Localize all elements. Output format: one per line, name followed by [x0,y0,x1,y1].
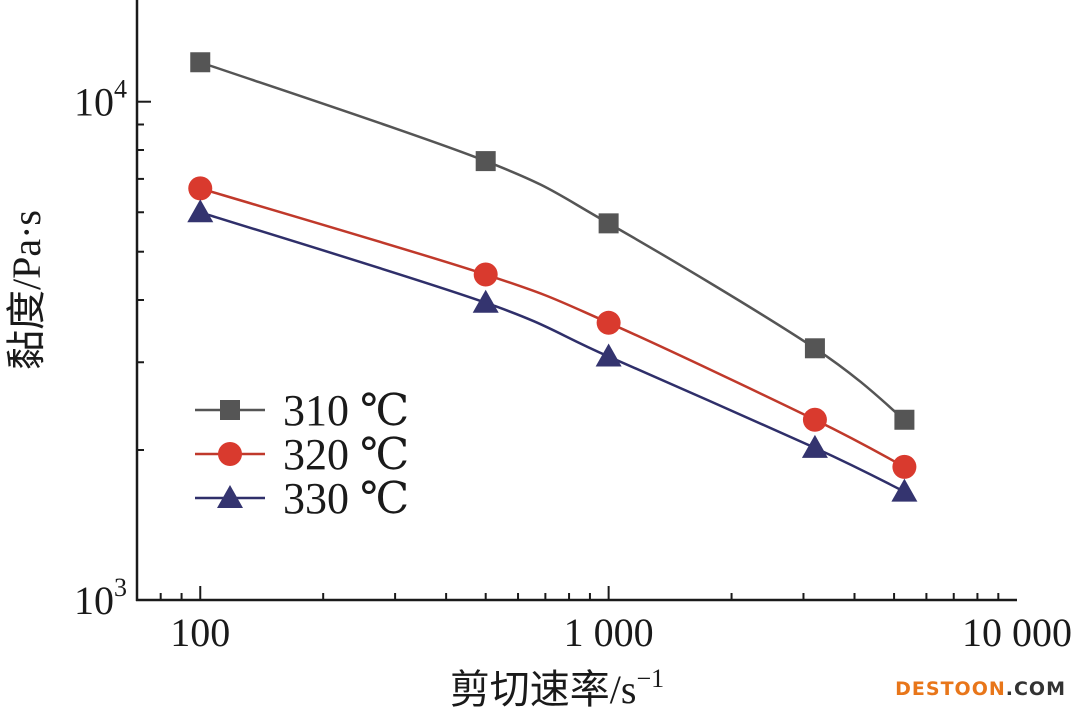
x-axis-title: 剪切速率/s−1 [450,664,664,710]
legend-marker [217,485,243,508]
x-tick-label: 10 000 [962,610,1072,655]
legend-marker [218,442,242,466]
data-point [190,52,211,73]
y-tick-exponent: 3 [114,573,127,602]
series-layer [187,52,918,502]
data-point [598,213,619,234]
legend-label: 330 ℃ [283,474,409,523]
y-tick-exponent: 4 [114,75,127,104]
y-tick-label: 103 [74,573,127,623]
series-line [199,61,906,421]
data-point [804,338,825,359]
data-point [473,262,498,287]
watermark: DESTOON.COM [895,678,1066,700]
y-tick-label: 104 [74,75,127,125]
legend-item: 310 ℃ [195,386,409,435]
data-point [595,343,622,367]
watermark-tld: .COM [1005,678,1066,700]
x-axis-title-text: 剪切速率/s [450,667,637,710]
series-triangle [187,199,918,502]
data-point [802,407,827,432]
series-circle [188,176,917,479]
series-square [190,52,915,430]
data-point [894,409,915,430]
data-point [891,478,918,502]
data-point [187,199,214,223]
legend-marker [220,400,240,420]
legend-label: 310 ℃ [283,386,409,435]
data-point [475,151,496,172]
data-point [892,454,917,479]
y-axis-title: 黏度/Pa·s [4,210,49,370]
y-tick-base: 10 [74,80,114,125]
data-point [472,289,499,313]
legend-item: 320 ℃ [195,430,409,479]
x-tick-label: 1 000 [564,610,654,655]
watermark-main: DESTOON [895,678,1006,700]
data-point [596,310,621,335]
x-tick-label: 100 [170,610,230,655]
legend-item: 330 ℃ [195,474,409,523]
legend-label: 320 ℃ [283,430,409,479]
data-point [801,434,828,458]
x-axis-title-exponent: −1 [637,664,665,693]
y-tick-base: 10 [74,578,114,623]
data-point [188,176,213,201]
